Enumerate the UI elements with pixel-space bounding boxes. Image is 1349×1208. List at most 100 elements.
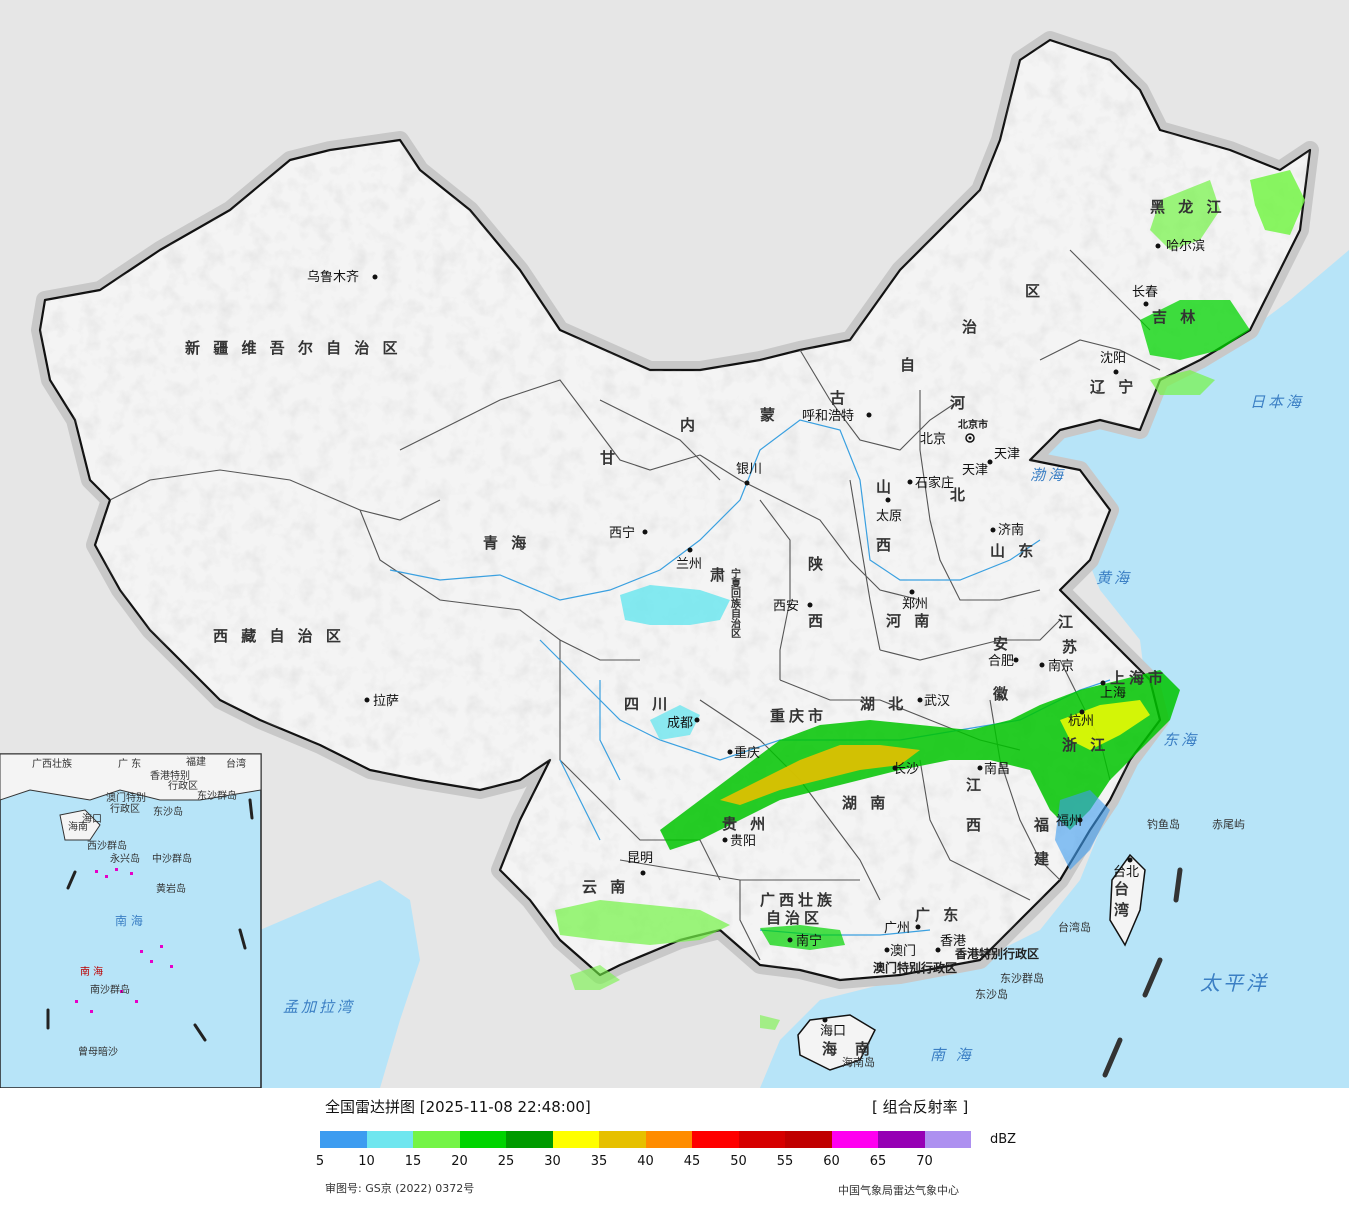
city-shanghai: 上海	[1100, 686, 1126, 701]
city-jinan: 济南	[998, 522, 1024, 538]
inset-south-sea: 南 海	[115, 913, 143, 928]
sea-area-bay-bengal	[260, 880, 420, 1088]
city-hangzhou: 杭州	[1068, 714, 1094, 729]
label-qinghai: 青 海	[483, 534, 530, 552]
inset-dongsha: 东沙群岛	[197, 789, 237, 802]
city-hongkong: 香港	[940, 934, 966, 949]
inset-haikou: 海口	[82, 812, 102, 825]
label-taiwan-1: 台	[1114, 880, 1133, 898]
legend-title: 全国雷达拼图 [2025-11-08 22:48:00]	[325, 1098, 591, 1116]
legend-swatch	[645, 1131, 692, 1148]
city-hefei: 合肥	[988, 654, 1014, 669]
city-taiyuan: 太原	[876, 509, 902, 524]
label-xinjiang: 新 疆 维 吾 尔 自 治 区	[185, 339, 402, 357]
sea-bohai: 渤海	[1030, 466, 1066, 484]
echo-liaoning	[1150, 370, 1215, 395]
island-diaoyu: 钓鱼岛	[1147, 817, 1180, 831]
city-macau: 澳门	[890, 943, 916, 959]
label-neimenggu-2: 蒙	[760, 406, 779, 424]
label-hainan-2: 南	[855, 1040, 874, 1058]
city-changchun: 长春	[1132, 285, 1158, 300]
city-kunming: 昆明	[627, 851, 653, 866]
sea-yellow: 黄海	[1096, 569, 1132, 587]
legend-swatch	[459, 1131, 506, 1148]
legend-tick-label: 40	[637, 1154, 654, 1169]
sea-bay-bengal: 孟加拉湾	[283, 998, 355, 1016]
label-yunnan: 云 南	[582, 878, 629, 896]
taiwan-island	[1109, 853, 1146, 947]
label-tianjin-region: 天津	[962, 463, 988, 478]
city-labels: 乌鲁木齐 拉萨 西宁 兰州 银川 呼和浩特 北京 天津 石家庄 太原 济南 西安…	[307, 238, 1205, 1039]
island-taiwan: 台湾岛	[1058, 920, 1091, 934]
legend-tick-label: 50	[730, 1154, 747, 1169]
legend-panel: 全国雷达拼图 [2025-11-08 22:48:00] [ 组合反射率 ] d…	[0, 1088, 1349, 1208]
echo-sichuan	[650, 705, 700, 740]
echo-band-core	[720, 745, 920, 805]
label-zhejiang: 浙 江	[1062, 736, 1109, 754]
label-gansu: 甘	[600, 449, 619, 467]
city-yinchuan: 银川	[736, 462, 762, 477]
label-fujian-1: 福	[1033, 816, 1053, 834]
city-shijiazhuang: 石家庄	[915, 475, 954, 491]
legend-tick-label: 70	[916, 1154, 933, 1169]
color-scale-bar	[320, 1131, 971, 1148]
city-lhasa: 拉萨	[373, 694, 399, 709]
label-shanxi-1: 山	[876, 478, 895, 496]
city-taipei: 台北	[1113, 865, 1139, 880]
city-xian: 西安	[773, 599, 799, 614]
label-hunan: 湖 南	[842, 794, 889, 812]
sea-area-east	[760, 250, 1349, 1088]
city-nanchang: 南昌	[984, 761, 1010, 777]
legend-swatch	[320, 1131, 367, 1148]
label-neimenggu-3: 古	[830, 389, 849, 407]
city-chongqing: 重庆	[734, 745, 760, 761]
label-hebei-1: 河	[950, 394, 969, 412]
legend-swatch	[366, 1131, 413, 1148]
city-lanzhou: 兰州	[676, 557, 702, 572]
inset-guangdong: 广 东	[118, 757, 141, 770]
inset-hainan: 海南	[68, 820, 88, 833]
map-approval-number: 审图号: GS京 (2022) 0372号	[325, 1182, 475, 1195]
label-neimenggu-5: 治	[962, 318, 981, 336]
echo-hlj-west	[1150, 180, 1220, 250]
city-haikou: 海口	[820, 1024, 846, 1039]
label-anhui-2: 徽	[992, 685, 1012, 703]
city-changsha: 长沙	[893, 762, 919, 777]
label-jiangsu-2: 苏	[1062, 638, 1081, 656]
label-guangdong: 广 东	[915, 906, 962, 924]
inset-macau2: 行政区	[110, 802, 140, 815]
label-fujian-2: 建	[1034, 850, 1053, 868]
inset-hk: 香港特别	[150, 770, 190, 782]
label-hainan-1: 海	[822, 1040, 841, 1058]
city-nanning: 南宁	[796, 933, 822, 949]
label-shandong: 山 东	[990, 542, 1037, 560]
label-anhui-1: 安	[993, 635, 1012, 653]
label-hebei-2: 北	[950, 486, 969, 504]
city-guiyang: 贵阳	[730, 834, 756, 849]
radar-map: 新 疆 维 吾 尔 自 治 区 西 藏 自 治 区 青 海 甘 四 川 云 南 …	[0, 0, 1349, 1088]
label-shanghai: 上海市	[1110, 669, 1167, 687]
legend-tick-label: 30	[544, 1154, 561, 1169]
echo-yunnan	[555, 900, 730, 945]
radar-echoes	[555, 170, 1305, 1030]
label-gansu-2: 肃	[710, 566, 729, 584]
sea-japan: 日本海	[1250, 393, 1304, 411]
label-liaoning: 辽 宁	[1090, 378, 1137, 396]
label-hubei: 湖 北	[860, 695, 907, 713]
city-beijing: 北京	[920, 432, 946, 447]
label-jiangxi-1: 江	[966, 776, 985, 794]
legend-swatch	[738, 1131, 785, 1148]
island-chiwei: 赤尾屿	[1212, 818, 1245, 831]
island-labels: 钓鱼岛 赤尾屿 台湾岛 东沙群岛 东沙岛 海南岛	[842, 817, 1245, 1069]
echo-guangxi	[760, 925, 845, 950]
sea-south: 南 海	[930, 1046, 974, 1064]
legend-tick-label: 25	[497, 1154, 515, 1169]
producer-label: 中国气象局雷达气象中心	[838, 1184, 959, 1197]
city-zhengzhou: 郑州	[902, 597, 928, 612]
legend-unit: dBZ	[990, 1132, 1017, 1147]
sea-labels: 日本海 渤海 黄海 东海 太平洋 南 海 孟加拉湾	[283, 393, 1304, 1064]
inset-nansha: 南沙群岛	[90, 983, 130, 996]
inset-taiwan: 台湾	[226, 757, 246, 770]
echo-hainan	[760, 1015, 780, 1030]
city-harbin: 哈尔滨	[1166, 238, 1205, 254]
